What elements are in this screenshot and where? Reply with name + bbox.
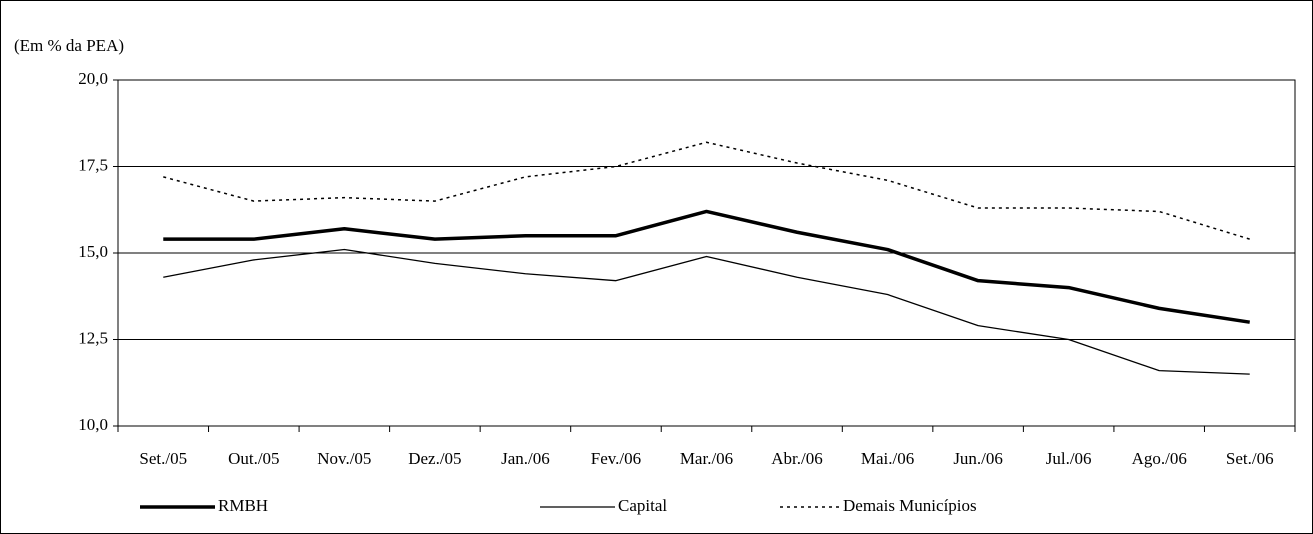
x-tick-label: Jan./06 bbox=[501, 449, 550, 468]
y-axis-label: (Em % da PEA) bbox=[14, 36, 124, 55]
x-tick-label: Out./05 bbox=[228, 449, 279, 468]
x-tick-label: Nov./05 bbox=[317, 449, 371, 468]
x-tick-label: Mai./06 bbox=[861, 449, 914, 468]
legend-label: Demais Municípios bbox=[843, 496, 977, 515]
plot-frame bbox=[117, 79, 1296, 427]
legend-label: RMBH bbox=[218, 496, 268, 515]
y-tick-label: 10,0 bbox=[78, 415, 108, 434]
x-tick-label: Abr./06 bbox=[771, 449, 822, 468]
data-line bbox=[163, 141, 1250, 240]
x-tick-label: Fev./06 bbox=[591, 449, 641, 468]
y-tick-label: 15,0 bbox=[78, 242, 108, 261]
x-tick-label: Set./05 bbox=[139, 449, 187, 468]
y-tick-label: 20,0 bbox=[78, 69, 108, 88]
x-tick-label: Jun./06 bbox=[953, 449, 1003, 468]
y-tick-label: 12,5 bbox=[78, 328, 108, 347]
data-line bbox=[163, 248, 1250, 375]
data-line bbox=[163, 209, 1250, 324]
x-tick-label: Jul./06 bbox=[1046, 449, 1092, 468]
x-tick-label: Ago./06 bbox=[1132, 449, 1187, 468]
legend-label: Capital bbox=[618, 496, 667, 515]
x-tick-label: Set./06 bbox=[1226, 449, 1274, 468]
y-tick-label: 17,5 bbox=[78, 155, 108, 174]
x-tick-label: Mar./06 bbox=[680, 449, 733, 468]
x-tick-label: Dez./05 bbox=[408, 449, 461, 468]
